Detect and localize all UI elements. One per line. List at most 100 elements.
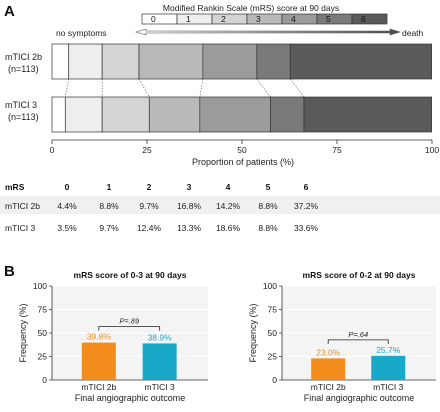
bar-segment-mtici-2b-mrs-2 [101,43,140,80]
row-label-3: mTICI 3 [5,100,37,110]
y-tick-label: 0 [272,375,277,385]
bar-segment-mtici-3-mrs-0 [51,96,66,133]
legend-boxes: 0 1 2 3 4 5 6 [141,13,388,25]
y-tick-label: 100 [263,281,277,291]
legend-label-2: 2 [221,14,226,24]
x-tick-label: 75 [332,145,342,155]
bar-segment-mtici-2b-mrs-6 [289,43,432,80]
table-header-0: 0 [65,182,70,192]
connector-line [256,78,271,98]
bar-segment-mtici-3-mrs-6 [303,96,432,133]
table-cell: 8.8% [99,201,119,211]
y-tick-label: 75 [268,305,278,315]
table-header-label: mRS [5,182,25,192]
row-label-2b: mTICI 2b [5,52,42,62]
table-cell: 4.4% [57,201,77,211]
significance-bracket [327,339,389,344]
chart-title: mRS score of 0-2 at 90 days [303,270,416,280]
table-cell: 14.2% [216,201,241,211]
y-tick-label: 25 [268,352,278,362]
x-axis-label-a: Proportion of patients (%) [192,157,294,167]
bar-mtici-2b [311,358,346,380]
y-axis-label: Frequency (%) [18,303,28,362]
legend-arrow [134,28,402,36]
legend-swatch-1 [176,13,213,25]
row-label-3-n: (n=113) [8,112,39,122]
table-row-label: mTICI 2b [5,201,40,211]
y-tick-label: 75 [38,305,48,315]
x-tick-label: 50 [237,145,247,155]
legend-swatch-0 [141,13,178,25]
row-label-2b-n: (n=113) [8,64,39,74]
panel-b-letter: B [4,263,15,280]
bar-segment-mtici-2b-mrs-5 [256,43,291,80]
legend-title: Modified Rankin Scale (mRS) score at 90 … [163,3,339,13]
table-cell: 3.5% [57,223,77,233]
connector-line [199,78,204,98]
stacked-bars [51,43,432,133]
table-row-shade [0,196,440,214]
x-axis-label: Final angiographic outcome [75,393,186,403]
table-cell: 13.3% [177,223,202,233]
bar-value-label: 38.9% [148,332,173,342]
chart-mrs-0-3: mRS score of 0-3 at 90 days 0 25 50 75 100 Fre… [18,270,208,403]
legend-swatch-3 [246,13,283,25]
table-header-6: 6 [304,182,309,192]
table-cell: 9.7% [99,223,119,233]
y-tick-label: 25 [38,352,48,362]
table-header-2: 2 [147,182,152,192]
bar-segment-mtici-3-mrs-1 [64,96,103,133]
table-cell: 33.6% [294,223,319,233]
bar-segment-mtici-2b-mrs-4 [202,43,258,80]
legend-swatch-6 [351,13,388,25]
connector-line [138,78,150,98]
table-row-label: mTICI 3 [5,223,35,233]
y-tick-label: 50 [38,328,48,338]
bar-value-label: 23.0% [316,347,341,357]
table-cell: 8.8% [258,201,278,211]
x-tick-label: 0 [50,145,55,155]
table-header-4: 4 [226,182,231,192]
bar-segment-mtici-3-mrs-4 [199,96,271,133]
bar-value-label: 39.8% [87,332,112,342]
table-cell: 9.7% [139,201,159,211]
legend-label-6: 6 [361,14,366,24]
bar-segment-mtici-3-mrs-5 [270,96,305,133]
legend-swatch-2 [211,13,248,25]
x-axis-a: 0 25 50 75 100 [50,139,439,155]
legend-label-3: 3 [256,14,261,24]
p-value-label: P=.64 [348,330,368,339]
legend-label-4: 4 [291,14,296,24]
mrs-table: mRS 0 1 2 3 4 5 6 mTICI 2b 4.4% 8.8% 9.7% 16.8% 14.2%… [0,182,440,233]
x-tick-label: mTICI 2b [311,382,346,392]
bar-mtici-3 [142,343,177,380]
legend-label-5: 5 [326,14,331,24]
legend-swatch-4 [281,13,318,25]
table-cell: 16.8% [177,201,202,211]
x-tick-label: mTICI 3 [373,382,403,392]
table-cell: 8.8% [258,223,278,233]
legend-label-1: 1 [186,14,191,24]
x-tick-label: 100 [425,145,439,155]
bar-segment-mtici-3-mrs-2 [101,96,150,133]
significance-bracket [98,326,161,331]
bar-segment-mtici-3-mrs-3 [148,96,201,133]
x-tick-label: mTICI 2b [81,382,116,392]
bar-segment-mtici-2b-mrs-3 [138,43,204,80]
panel-a-letter: A [4,3,15,20]
p-value-label: P=.89 [119,317,140,326]
table-header-3: 3 [187,182,192,192]
x-axis-label: Final angiographic outcome [304,393,415,403]
legend-swatch-5 [316,13,353,25]
table-header-1: 1 [107,182,112,192]
bar-value-label: 25.7% [376,345,401,355]
stack-connectors [65,78,305,98]
legend-right-label: death [402,28,424,38]
chart-mrs-0-2: mRS score of 0-2 at 90 days 0 25 50 75 100 Fre… [248,270,436,403]
y-tick-label: 100 [33,281,47,291]
bar-mtici-2b [81,342,116,380]
table-header-5: 5 [266,182,271,192]
y-tick-label: 50 [268,328,278,338]
bar-segment-mtici-2b-mrs-1 [68,43,103,80]
